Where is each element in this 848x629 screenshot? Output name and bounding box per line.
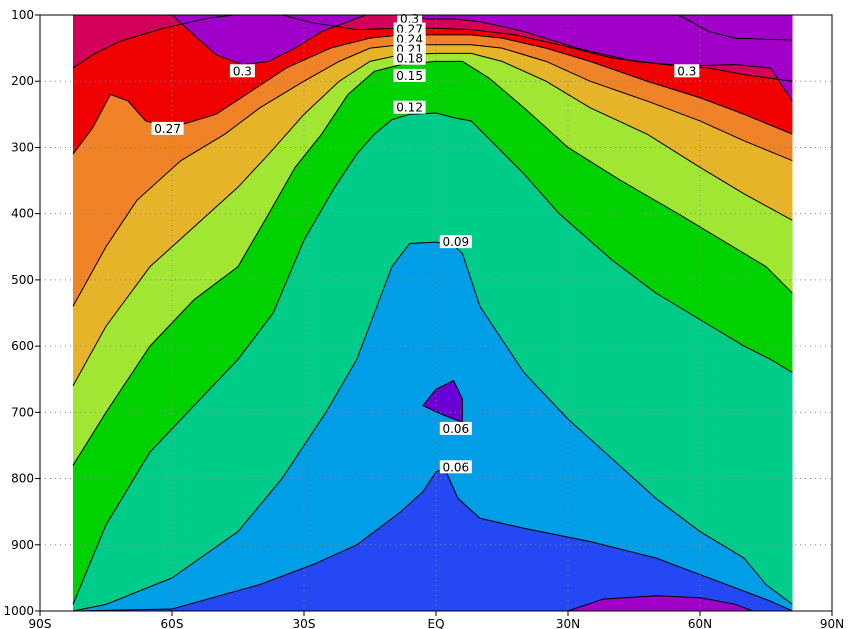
contour-label: 0.06 <box>442 422 469 436</box>
contour-line-0.27 <box>72 15 234 69</box>
contour-label-box <box>439 235 472 249</box>
contour-label: 0.15 <box>396 69 423 83</box>
contour-label-box <box>674 64 700 78</box>
band-min-patch <box>568 595 753 611</box>
contour-label-box <box>393 22 426 36</box>
y-tick-label: 100 <box>11 8 34 22</box>
contour-label-box <box>151 121 184 135</box>
contour-labels: 0.30.270.30.30.270.240.210.180.150.120.0… <box>151 11 700 474</box>
band-0.3-2 <box>678 15 793 41</box>
y-tick-label: 400 <box>11 207 34 221</box>
band-low-island <box>422 380 463 423</box>
contour-line-0.06 <box>72 467 793 611</box>
contour-label: 0.09 <box>442 235 469 249</box>
contour-label: 0.3 <box>233 64 252 78</box>
x-tick-label: 30S <box>293 617 316 629</box>
contour-line-0.3 <box>409 15 793 102</box>
y-tick-label: 700 <box>11 405 34 419</box>
y-tick-label: 300 <box>11 140 34 154</box>
y-tick-label: 1000 <box>3 604 34 618</box>
grid-lines <box>40 15 832 611</box>
y-tick-label: 600 <box>11 339 34 353</box>
x-tick-label: EQ <box>427 617 444 629</box>
y-tick-label: 800 <box>11 472 34 486</box>
contour-label-box <box>393 32 426 46</box>
contour-line-0.03 <box>567 595 753 611</box>
band-0.3-1 <box>409 15 793 102</box>
band-0.3-0 <box>172 15 366 65</box>
contour-label: 0.18 <box>396 52 423 66</box>
x-axis: 90S 60S 30S EQ 30N 60N 90N <box>29 611 844 629</box>
band-0.27-0 <box>73 15 234 68</box>
contour-label-box <box>439 460 472 474</box>
contour-label-box <box>393 68 426 82</box>
x-tick-label: 60N <box>688 617 712 629</box>
contour-line-0.3 <box>677 15 793 41</box>
x-tick-label: 60S <box>161 617 184 629</box>
contour-label-box <box>229 64 255 78</box>
x-tick-label: 30N <box>556 617 580 629</box>
contour-label-box <box>393 100 426 114</box>
contour-label: 0.27 <box>154 122 181 136</box>
contour-label: 0.06 <box>442 460 469 474</box>
y-tick-label: 200 <box>11 74 34 88</box>
x-tick-label: 90S <box>29 617 52 629</box>
y-axis: 100 200 300 400 500 600 700 800 900 1000 <box>3 8 40 618</box>
contour-label-box <box>439 421 472 435</box>
contour-label-box <box>393 51 426 65</box>
y-tick-label: 500 <box>11 273 34 287</box>
x-tick-label: 90N <box>820 617 844 629</box>
contour-line-0.06 <box>422 379 463 423</box>
contour-line-0.27 <box>281 15 793 82</box>
y-tick-label: 900 <box>11 538 34 552</box>
contour-label: 0.3 <box>677 64 696 78</box>
contour-line-0.24 <box>72 34 793 155</box>
contour-line-0.3 <box>171 15 366 66</box>
contour-label: 0.12 <box>396 101 423 115</box>
